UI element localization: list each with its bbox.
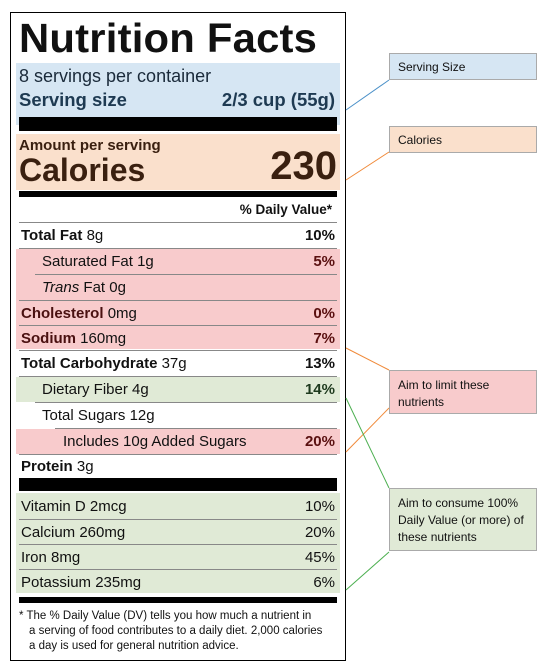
- consume-highlight-vitamins: [16, 493, 340, 593]
- nutrient-amount: 3g: [76, 458, 94, 475]
- daily-value-header: % Daily Value*: [239, 202, 332, 217]
- nutrient-amount: 1g: [137, 253, 154, 270]
- callout-consume: Aim to consume 100% Daily Value (or more…: [389, 488, 537, 551]
- vitamin-name: Iron 8mg: [21, 549, 81, 566]
- rule: [19, 569, 337, 570]
- nutrient-row-total-fat: Total Fat 8g 10%: [16, 223, 340, 248]
- thick-divider-1: [19, 117, 337, 131]
- nutrient-name: Sodium: [21, 330, 76, 347]
- nutrient-dv: 10%: [304, 227, 335, 244]
- rule: [19, 544, 337, 545]
- rule: [19, 519, 337, 520]
- servings-per-container: 8 servings per container: [19, 66, 212, 86]
- nutrient-row-cholesterol: Cholesterol 0mg 0%: [16, 301, 340, 326]
- nutrient-dv: 20%: [304, 433, 335, 450]
- nutrient-name: Dietary Fiber: [42, 381, 128, 398]
- rule: [19, 376, 337, 377]
- limit-connector-sugars: [345, 407, 390, 453]
- vitamin-row: Calcium 260mg 20%: [16, 520, 340, 545]
- nutrient-row-saturated-fat: Saturated Fat 1g 5%: [16, 249, 340, 274]
- footnote-line-3: a day is used for general nutrition advi…: [29, 640, 239, 652]
- nutrient-row-added-sugars: Includes 10g Added Sugars 20%: [16, 429, 340, 454]
- vitamin-name: Potassium 235mg: [21, 574, 142, 591]
- nutrient-amount: 8g: [86, 227, 104, 244]
- nutrient-name-italic: Trans: [42, 279, 80, 296]
- amount-per-serving: Amount per serving: [19, 137, 161, 154]
- calories-value: 230: [270, 144, 337, 188]
- nutrient-name: Total Fat: [21, 227, 83, 244]
- rule: [19, 454, 337, 455]
- nutrient-name: Saturated Fat: [42, 253, 133, 270]
- vitamin-row: Iron 8mg 45%: [16, 545, 340, 570]
- nutrient-name: Protein: [21, 458, 73, 475]
- rule-dv: [19, 222, 337, 223]
- vitamin-dv: 6%: [313, 574, 335, 591]
- callout-calories: Calories: [389, 126, 537, 153]
- rule: [35, 402, 337, 403]
- serving-size-highlight: [16, 63, 340, 125]
- nutrient-name: Cholesterol: [21, 305, 104, 322]
- footnote-line-1: * The % Daily Value (DV) tells you how m…: [19, 610, 312, 622]
- nutrient-dv: 13%: [304, 355, 335, 372]
- nutrient-row-trans-fat: Trans Fat 0g: [16, 275, 340, 300]
- nutrient-row-sodium: Sodium 160mg 7%: [16, 326, 340, 351]
- thick-divider-3: [19, 478, 337, 491]
- serving-size-value: 2/3 cup (55g): [221, 89, 335, 110]
- rule: [35, 274, 337, 275]
- calories-connector: [345, 151, 390, 181]
- nutrient-amount: 12g: [129, 407, 155, 424]
- nutrient-name: Includes 10g Added Sugars: [63, 433, 247, 450]
- footnote: * The % Daily Value (DV) tells you how m…: [19, 609, 339, 654]
- calories-highlight: [16, 134, 340, 190]
- consume-connector-vitamins: [345, 551, 390, 591]
- callout-limit: Aim to limit these nutrients: [389, 370, 537, 414]
- footnote-line-2: a serving of food contributes to a daily…: [29, 625, 323, 637]
- vitamin-name: Vitamin D 2mcg: [21, 498, 127, 515]
- thick-divider-4: [19, 597, 337, 603]
- limit-connector-sodium: [345, 347, 390, 371]
- vitamin-dv: 20%: [304, 524, 335, 541]
- vitamin-dv: 10%: [304, 498, 335, 515]
- nutrient-name: Total Sugars: [42, 407, 126, 424]
- nutrient-dv: 14%: [304, 381, 335, 398]
- nutrient-dv: 7%: [313, 330, 335, 347]
- rule: [19, 248, 337, 249]
- rule: [55, 428, 337, 429]
- vitamin-dv: 45%: [304, 549, 335, 566]
- nutrient-row-protein: Protein 3g: [16, 454, 340, 479]
- nutrient-row-total-sugars: Total Sugars 12g: [16, 403, 340, 428]
- nutrient-dv: 5%: [313, 253, 335, 270]
- calories-label: Calories: [19, 152, 146, 188]
- label-title: Nutrition Facts: [19, 15, 318, 61]
- serving-size-connector: [345, 79, 390, 111]
- nutrient-amount: 37g: [161, 355, 187, 372]
- vitamin-row: Potassium 235mg 6%: [16, 570, 340, 595]
- nutrient-dv: 0%: [313, 305, 335, 322]
- nutrient-amount: 0mg: [107, 305, 137, 322]
- serving-size-label: Serving size: [19, 89, 127, 110]
- thick-divider-2: [19, 191, 337, 197]
- rule: [19, 350, 337, 351]
- limit-highlight-added-sugars: [16, 429, 340, 454]
- callout-serving-size: Serving Size: [389, 53, 537, 80]
- nutrient-amount: 0g: [109, 279, 126, 296]
- nutrient-name: Fat: [83, 279, 106, 296]
- nutrient-amount: 160mg: [80, 330, 127, 347]
- rule: [19, 325, 337, 326]
- nutrient-amount: 4g: [132, 381, 149, 398]
- vitamin-row: Vitamin D 2mcg 10%: [16, 494, 340, 519]
- consume-connector-fiber: [345, 397, 390, 489]
- nutrient-row-dietary-fiber: Dietary Fiber 4g 14%: [16, 377, 340, 402]
- consume-highlight-fiber: [16, 377, 340, 402]
- nutrient-name: Total Carbohydrate: [21, 355, 158, 372]
- rule: [19, 300, 337, 301]
- limit-highlight-top: [16, 249, 340, 349]
- vitamin-name: Calcium 260mg: [21, 524, 126, 541]
- nutrition-facts-label: Nutrition Facts 8 servings per container…: [10, 12, 346, 661]
- nutrient-row-total-carbohydrate: Total Carbohydrate 37g 13%: [16, 351, 340, 376]
